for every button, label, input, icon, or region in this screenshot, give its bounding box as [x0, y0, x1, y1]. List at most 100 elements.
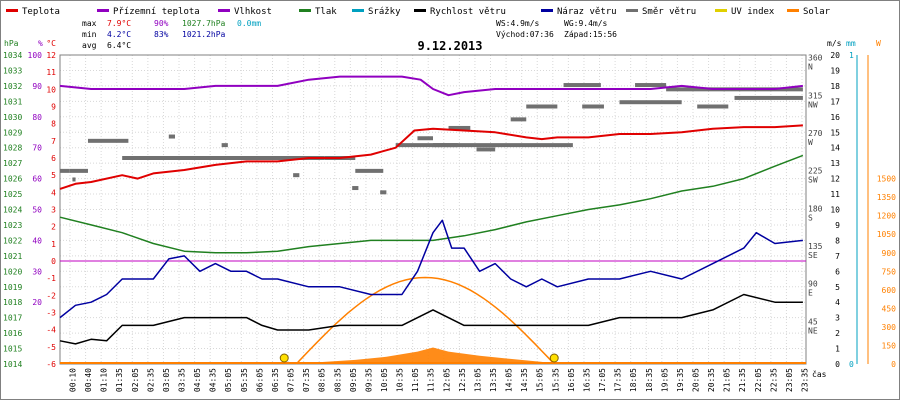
axis-pct-tick: 70 [32, 144, 42, 153]
chart-title: 9.12.2013 [417, 39, 482, 53]
x-tick-label: 01:10 [100, 368, 109, 392]
axis-ms-tick: 20 [830, 51, 840, 60]
axis-temp-tick: 8 [51, 120, 56, 129]
axis-temp-tick: 6 [51, 154, 56, 163]
axis-winddir-deg: 225 [808, 167, 823, 176]
wind-dir-segment [69, 168, 88, 173]
x-tick-label: 17:05 [598, 368, 607, 392]
axis-winddir-deg: 270 [808, 129, 823, 138]
axis-winddir-cardinal: S [808, 213, 813, 222]
axis-temp-tick: 0 [51, 257, 56, 266]
axis-temp-tick: 11 [46, 68, 56, 77]
axis-hpa-tick: 1017 [3, 314, 22, 323]
axis-w-tick: 1200 [877, 212, 896, 221]
axis-hpa-tick: 1020 [3, 267, 22, 276]
wind-dir-segment [526, 104, 558, 109]
axis-hpa-tick: 1033 [3, 66, 22, 75]
wind-dir-segment [417, 136, 433, 141]
legend-label-wind_dir: Směr větru [642, 7, 696, 17]
wind-dir-segment [168, 134, 176, 139]
stat-max-label: max [82, 19, 97, 28]
axis-winddir-cardinal: E [808, 289, 813, 298]
axis-ms-tick: 17 [830, 97, 840, 106]
axis-pct-tick: 90 [32, 82, 42, 91]
wind-dir-segment [87, 138, 129, 143]
wind-dir-segment [122, 156, 325, 160]
legend-swatch-gust [541, 9, 553, 12]
axis-temp-tick: 7 [51, 137, 56, 146]
axis-hpa-tick: 1024 [3, 206, 22, 215]
axis-temp-tick: -1 [46, 274, 56, 283]
axis-temp-label: °C [46, 39, 56, 48]
axis-pct-tick: 100 [28, 51, 43, 60]
series-wind_speed [59, 293, 803, 345]
wind-wg: WG:9.4m/s [564, 19, 608, 28]
axis-ms-tick: 9 [835, 221, 840, 230]
x-tick-label: 10:05 [380, 368, 389, 392]
wind-dir-segment [221, 143, 228, 148]
legend-swatch-wind_speed [414, 9, 426, 12]
axis-ms-tick: 16 [830, 113, 840, 122]
axis-w-tick: 1350 [877, 193, 896, 202]
x-tick-label: 06:05 [255, 368, 264, 392]
axis-w-tick: 1500 [877, 175, 896, 184]
axis-hpa-tick: 1023 [3, 221, 22, 230]
legend-swatch-humidity [218, 9, 230, 12]
axis-hpa-tick: 1022 [3, 236, 22, 245]
axis-winddir-deg: 135 [808, 242, 823, 251]
axis-pct-tick: 80 [32, 113, 42, 122]
x-tick-label: 12:35 [458, 368, 467, 392]
stats-box: max 7.9°C 90% 1027.7hPa 0.0mm min 4.2°C 83% 1021… [82, 19, 617, 50]
axis-winddir-deg: 90 [808, 280, 818, 289]
x-tick-label: 09:05 [349, 368, 358, 392]
x-tick-label: 05:05 [224, 368, 233, 392]
axis-winddir-cardinal: W [808, 138, 813, 147]
x-tick-label: 21:35 [738, 368, 747, 392]
x-tick-label: 20:35 [707, 368, 716, 392]
axis-w-tick: 0 [891, 360, 896, 369]
axis-winddir-cardinal: N [808, 63, 813, 72]
wind-dir-segment [619, 100, 682, 105]
x-tick-label: 15:05 [536, 368, 545, 392]
axis-ms-tick: 0 [835, 360, 840, 369]
axis-hpa-tick: 1025 [3, 190, 22, 199]
series-pressure [59, 154, 804, 254]
x-tick-label: 18:05 [629, 368, 638, 392]
solar-theoretical-curve [295, 276, 555, 365]
legend-swatch-solar [787, 9, 799, 12]
x-tick-label: 13:35 [489, 368, 498, 392]
axis-ms-tick: 6 [835, 267, 840, 276]
x-tick-label: 23:35 [801, 368, 810, 392]
axis-pct-label: % [38, 39, 43, 48]
axis-ms-tick: 15 [830, 128, 840, 137]
x-tick-label: 14:05 [505, 368, 514, 392]
legend-label-precip: Srážky [368, 7, 401, 17]
legend-swatch-feels_like [97, 9, 109, 12]
x-tick-label: 18:35 [645, 368, 654, 392]
x-tick-label: 00:40 [84, 368, 93, 392]
axis-winddir-cardinal: NE [808, 326, 818, 335]
series-humidity [59, 75, 804, 97]
stat-max-press: 1027.7hPa [182, 19, 226, 28]
x-tick-label: 22:05 [754, 368, 763, 392]
axis-hpa-tick: 1019 [3, 283, 22, 292]
axis-temp-tick: 3 [51, 206, 56, 215]
x-tick-label: 22:35 [769, 368, 778, 392]
x-tick-label: 23:05 [785, 368, 794, 392]
legend-swatch-temperature [6, 9, 18, 12]
x-axis-label: čas [812, 369, 827, 379]
axis-temp-tick: 4 [51, 188, 56, 197]
wind-dir-segment [510, 117, 527, 122]
x-tick-label: 08:35 [333, 368, 342, 392]
x-tick-label: 16:35 [582, 368, 591, 392]
stat-min-label: min [82, 30, 97, 39]
axis-pct-tick: 30 [32, 267, 42, 276]
x-tick-label: 13:05 [473, 368, 482, 392]
wind-ws: WS:4.9m/s [496, 19, 540, 28]
axis-temp-tick: -3 [46, 309, 56, 318]
plot-area [59, 75, 806, 365]
stat-avg-label: avg [82, 41, 97, 50]
series-solar [296, 347, 555, 364]
series-temperature [59, 124, 803, 190]
